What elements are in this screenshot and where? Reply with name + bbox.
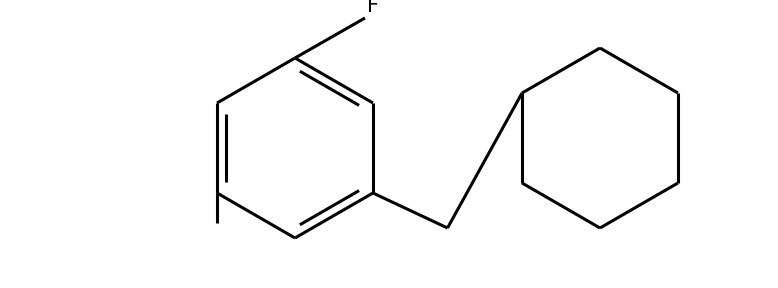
Text: F: F: [367, 0, 379, 16]
